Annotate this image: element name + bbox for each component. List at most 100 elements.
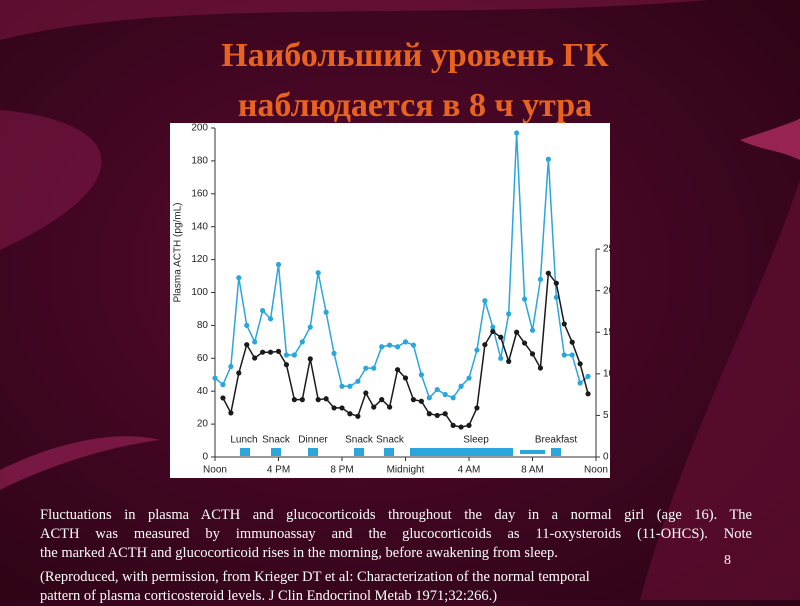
y2-tick-label: 15	[603, 327, 610, 338]
data-point	[275, 348, 282, 354]
data-point	[474, 405, 480, 411]
data-point	[506, 311, 512, 317]
data-point	[394, 367, 401, 373]
data-point	[466, 375, 472, 381]
data-point	[577, 380, 583, 386]
data-point	[561, 321, 567, 327]
y-tick-label: 20	[197, 419, 209, 430]
y2-tick-label: 25	[603, 244, 610, 255]
event-label: Dinner	[298, 435, 328, 446]
data-point	[260, 349, 266, 355]
data-point	[387, 404, 393, 410]
y-tick-label: 0	[202, 452, 208, 463]
y-tick-label: 140	[191, 221, 208, 232]
data-point	[267, 316, 274, 322]
data-point	[561, 352, 567, 358]
chart: 0 20 40 60 80 100 120 140 160 180 200 0 5 10 15 20 25 Noo…	[173, 123, 610, 476]
data-point	[363, 365, 369, 371]
caption-line: the marked ACTH and glucocorticoid rises…	[40, 545, 558, 561]
x-tick-label: 4 PM	[267, 465, 290, 476]
data-point	[252, 355, 258, 361]
event-label: Snack	[345, 435, 374, 446]
event-label: Snack	[376, 435, 405, 446]
x-tick-label: 8 AM	[521, 465, 544, 476]
data-point	[577, 361, 583, 367]
data-point	[450, 395, 456, 401]
data-point	[220, 382, 226, 388]
y-tick-label: 180	[191, 156, 208, 167]
data-point	[315, 397, 321, 403]
x-tick-label: Noon	[203, 465, 227, 476]
data-point	[355, 378, 361, 384]
data-point	[498, 355, 504, 361]
data-point	[394, 344, 401, 350]
event-bar	[520, 450, 545, 454]
data-point	[331, 350, 337, 356]
data-point	[260, 307, 266, 314]
data-point	[458, 424, 464, 430]
data-point	[426, 411, 432, 417]
y-tick-label: 60	[197, 353, 209, 364]
data-point	[450, 422, 456, 428]
caption-line: (Reproduced, with permission, from Krieg…	[40, 569, 590, 585]
data-point	[252, 339, 258, 345]
event-bar	[308, 448, 318, 456]
data-point	[418, 372, 424, 378]
data-point	[283, 352, 290, 358]
data-point	[291, 352, 297, 358]
data-point	[331, 405, 337, 411]
data-point	[339, 383, 345, 389]
data-point	[434, 386, 440, 393]
data-point	[371, 365, 377, 371]
data-point	[490, 328, 496, 335]
x-tick-label: Noon	[584, 465, 608, 476]
y2-tick-label: 5	[603, 410, 609, 421]
y-tick-label: 40	[197, 386, 209, 397]
data-point	[212, 375, 218, 381]
data-point	[220, 395, 226, 401]
data-point	[529, 351, 536, 357]
data-point	[275, 261, 282, 268]
page-number: 8	[724, 553, 731, 568]
data-point	[434, 412, 440, 419]
data-point	[529, 327, 536, 333]
slide-title: Наибольший уровень ГК	[221, 37, 609, 74]
data-point	[323, 396, 329, 402]
y-tick-label: 160	[191, 188, 208, 199]
data-point	[482, 342, 488, 348]
data-point	[236, 275, 242, 281]
data-point	[442, 391, 448, 398]
data-point	[569, 339, 575, 345]
data-point	[283, 362, 290, 368]
data-point	[355, 413, 361, 419]
y-axis-label: Plasma ACTH (pg/mL)	[173, 202, 184, 302]
data-point	[442, 411, 448, 417]
data-point	[339, 405, 345, 411]
data-point	[585, 373, 591, 379]
data-point	[458, 383, 464, 389]
data-point	[299, 339, 305, 345]
data-point	[307, 356, 313, 362]
data-point	[299, 397, 305, 403]
x-tick-label: 8 PM	[330, 465, 353, 476]
data-point	[410, 342, 417, 348]
data-point	[506, 358, 512, 364]
y-tick-label: 80	[197, 320, 209, 331]
y2-tick-label: 0	[603, 452, 609, 463]
caption-line: Fluctuations in plasma ACTH and glucocor…	[40, 507, 752, 523]
data-point	[307, 324, 313, 330]
event-bar	[271, 448, 281, 456]
series-line	[214, 132, 589, 400]
event-bar	[240, 448, 250, 456]
y2-tick-label: 10	[603, 368, 610, 379]
event-label: Breakfast	[535, 435, 577, 446]
data-point	[537, 276, 544, 282]
data-point	[291, 397, 297, 403]
data-point	[545, 270, 551, 276]
data-point	[482, 298, 488, 304]
data-point	[474, 347, 480, 353]
caption-line: ACTH was measured by immunoassay and the…	[40, 526, 752, 542]
data-point	[244, 342, 250, 348]
data-point	[379, 344, 385, 350]
